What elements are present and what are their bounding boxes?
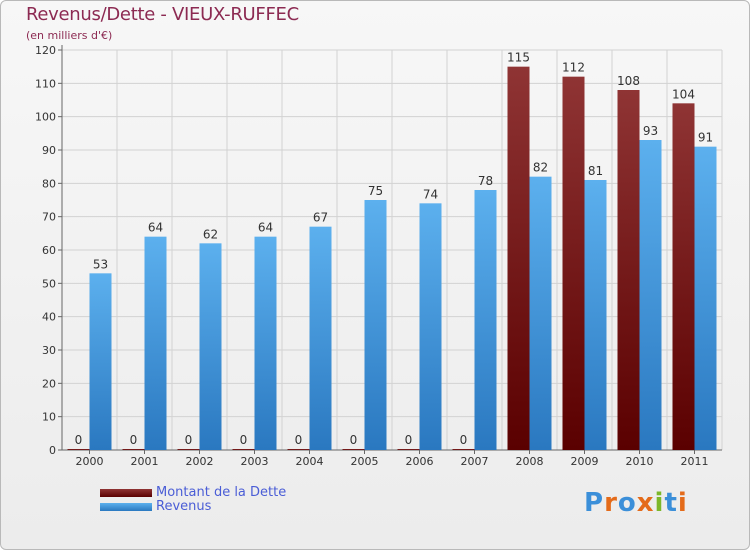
x-tick-label: 2006 — [406, 455, 434, 468]
data-label: 74 — [423, 187, 438, 201]
bar-revenus — [529, 176, 552, 450]
data-label: 0 — [295, 433, 303, 447]
bar-revenus — [474, 190, 497, 450]
bar-revenus — [364, 200, 387, 450]
x-tick-label: 2004 — [296, 455, 324, 468]
logo-letter: o — [617, 488, 637, 518]
x-tick-label: 2010 — [626, 455, 654, 468]
y-tick-label: 60 — [42, 244, 56, 257]
data-label: 53 — [93, 257, 108, 271]
x-tick-label: 2009 — [571, 455, 599, 468]
logo-letter: i — [654, 488, 665, 518]
data-label: 81 — [588, 164, 603, 178]
data-label: 82 — [533, 161, 548, 175]
bar-revenus — [89, 273, 112, 450]
data-label: 64 — [148, 221, 163, 235]
data-label: 93 — [643, 124, 658, 138]
data-labels: 0 53 0 64 0 62 0 64 0 67 0 75 0 74 0 78 115 82 112 81 108 93 1… — [75, 51, 713, 447]
bar-dette — [507, 66, 530, 451]
y-tick-label: 110 — [35, 77, 56, 90]
bar-revenus — [419, 203, 442, 450]
logo-letter: x — [636, 488, 655, 518]
bar-dette — [562, 76, 585, 451]
data-label: 112 — [562, 61, 585, 75]
logo-letter: t — [664, 488, 678, 518]
y-tick-label: 30 — [42, 344, 56, 357]
bar-dette — [177, 449, 200, 450]
chart-title: Revenus/Dette - VIEUX-RUFFEC — [26, 4, 299, 25]
chart-subtitle: (en milliers d'€) — [26, 29, 113, 42]
x-tick-label: 2003 — [241, 455, 269, 468]
data-label: 67 — [313, 211, 328, 225]
x-tick-label: 2011 — [681, 455, 709, 468]
data-label: 0 — [405, 433, 413, 447]
x-tick-label: 2005 — [351, 455, 379, 468]
bar-dette — [67, 449, 90, 450]
data-label: 64 — [258, 221, 273, 235]
logo-letter: i — [677, 488, 688, 518]
data-label: 0 — [130, 433, 138, 447]
bar-revenus — [309, 226, 332, 450]
bar-dette — [452, 449, 475, 450]
x-tick-label: 2007 — [461, 455, 489, 468]
bar-dette — [287, 449, 310, 450]
y-tick-label: 120 — [35, 44, 56, 57]
data-label: 0 — [350, 433, 358, 447]
bar-dette — [397, 449, 420, 450]
bar-dette — [672, 103, 695, 450]
bar-revenus — [694, 146, 717, 450]
data-label: 0 — [460, 433, 468, 447]
logo-letter: r — [604, 488, 618, 518]
data-label: 0 — [240, 433, 248, 447]
data-label: 0 — [75, 433, 83, 447]
bar-revenus — [639, 140, 662, 450]
y-tick-label: 100 — [35, 111, 56, 124]
data-label: 108 — [617, 74, 640, 88]
x-tick-label: 2001 — [131, 455, 159, 468]
y-tick-label: 50 — [42, 277, 56, 290]
legend-label-dette: Montant de la Dette — [156, 485, 287, 500]
data-label: 91 — [698, 131, 713, 145]
legend-label-revenus: Revenus — [156, 499, 212, 514]
bars — [67, 66, 717, 451]
y-tick-label: 40 — [42, 311, 56, 324]
bar-dette — [122, 449, 145, 450]
data-label: 0 — [185, 433, 193, 447]
data-label: 62 — [203, 227, 218, 241]
legend-swatch-revenus — [100, 503, 152, 511]
data-label: 78 — [478, 174, 493, 188]
x-tick-label: 2008 — [516, 455, 544, 468]
bar-dette — [617, 90, 640, 450]
data-label: 115 — [507, 51, 530, 65]
bar-revenus — [254, 236, 277, 450]
y-tick-label: 10 — [42, 411, 56, 424]
bar-dette — [342, 449, 365, 450]
bar-dette — [232, 449, 255, 450]
data-label: 75 — [368, 184, 383, 198]
y-tick-label: 90 — [42, 144, 56, 157]
y-tick-label: 80 — [42, 177, 56, 190]
x-tick-label: 2002 — [186, 455, 214, 468]
x-tick-label: 2000 — [76, 455, 104, 468]
bar-revenus — [144, 236, 167, 450]
legend-swatch-dette — [100, 489, 152, 497]
logo-letter: P — [584, 488, 605, 518]
y-tick-label: 20 — [42, 377, 56, 390]
y-tick-label: 70 — [42, 211, 56, 224]
proxiti-logo: Proxiti — [584, 488, 688, 518]
data-label: 104 — [672, 87, 695, 101]
bar-revenus — [199, 243, 222, 450]
bar-revenus — [584, 180, 607, 450]
axes: 0 10 20 30 40 50 60 70 80 90 100 110 120 2000 2001 2002… — [35, 44, 722, 468]
y-tick-label: 0 — [49, 444, 56, 457]
